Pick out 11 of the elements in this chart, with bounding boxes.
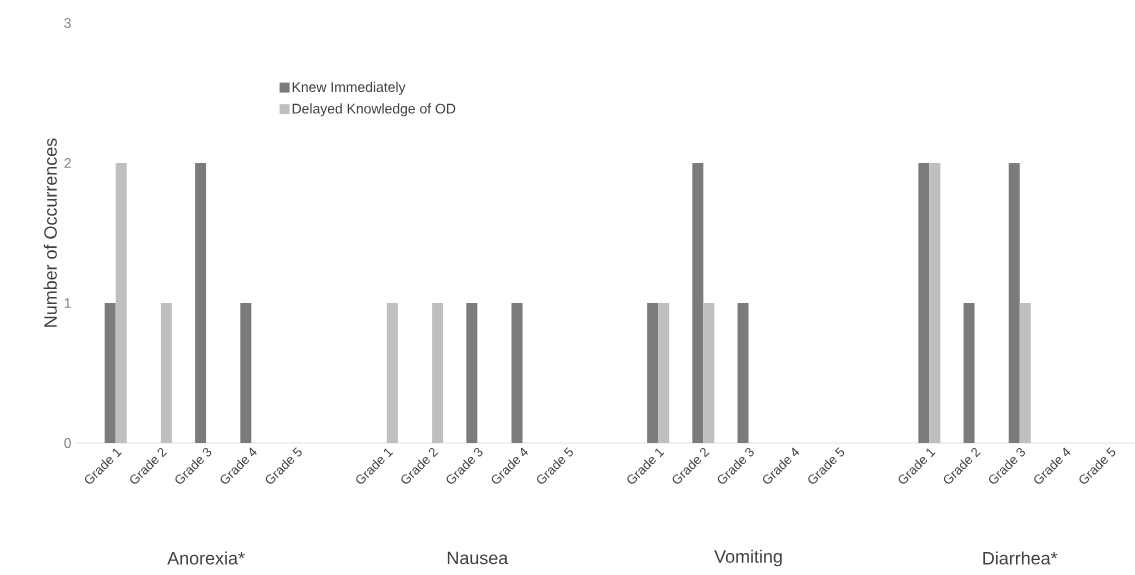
y-axis-title: Number of Occurrences bbox=[43, 138, 57, 327]
text: Diarrhea* bbox=[983, 551, 1058, 565]
legend-label: Delayed Knowledge of OD bbox=[292, 103, 456, 117]
y-tick-label: 2 bbox=[64, 158, 71, 168]
y-tick-label: 0 bbox=[64, 438, 71, 448]
legend-label: Knew Immediately bbox=[292, 81, 406, 95]
y-tick-label: 1 bbox=[64, 298, 71, 308]
text: Anorexia* bbox=[167, 551, 245, 565]
y-tick-label: 3 bbox=[64, 18, 71, 28]
text: Nausea bbox=[447, 551, 509, 565]
text: Vomiting bbox=[714, 549, 782, 567]
